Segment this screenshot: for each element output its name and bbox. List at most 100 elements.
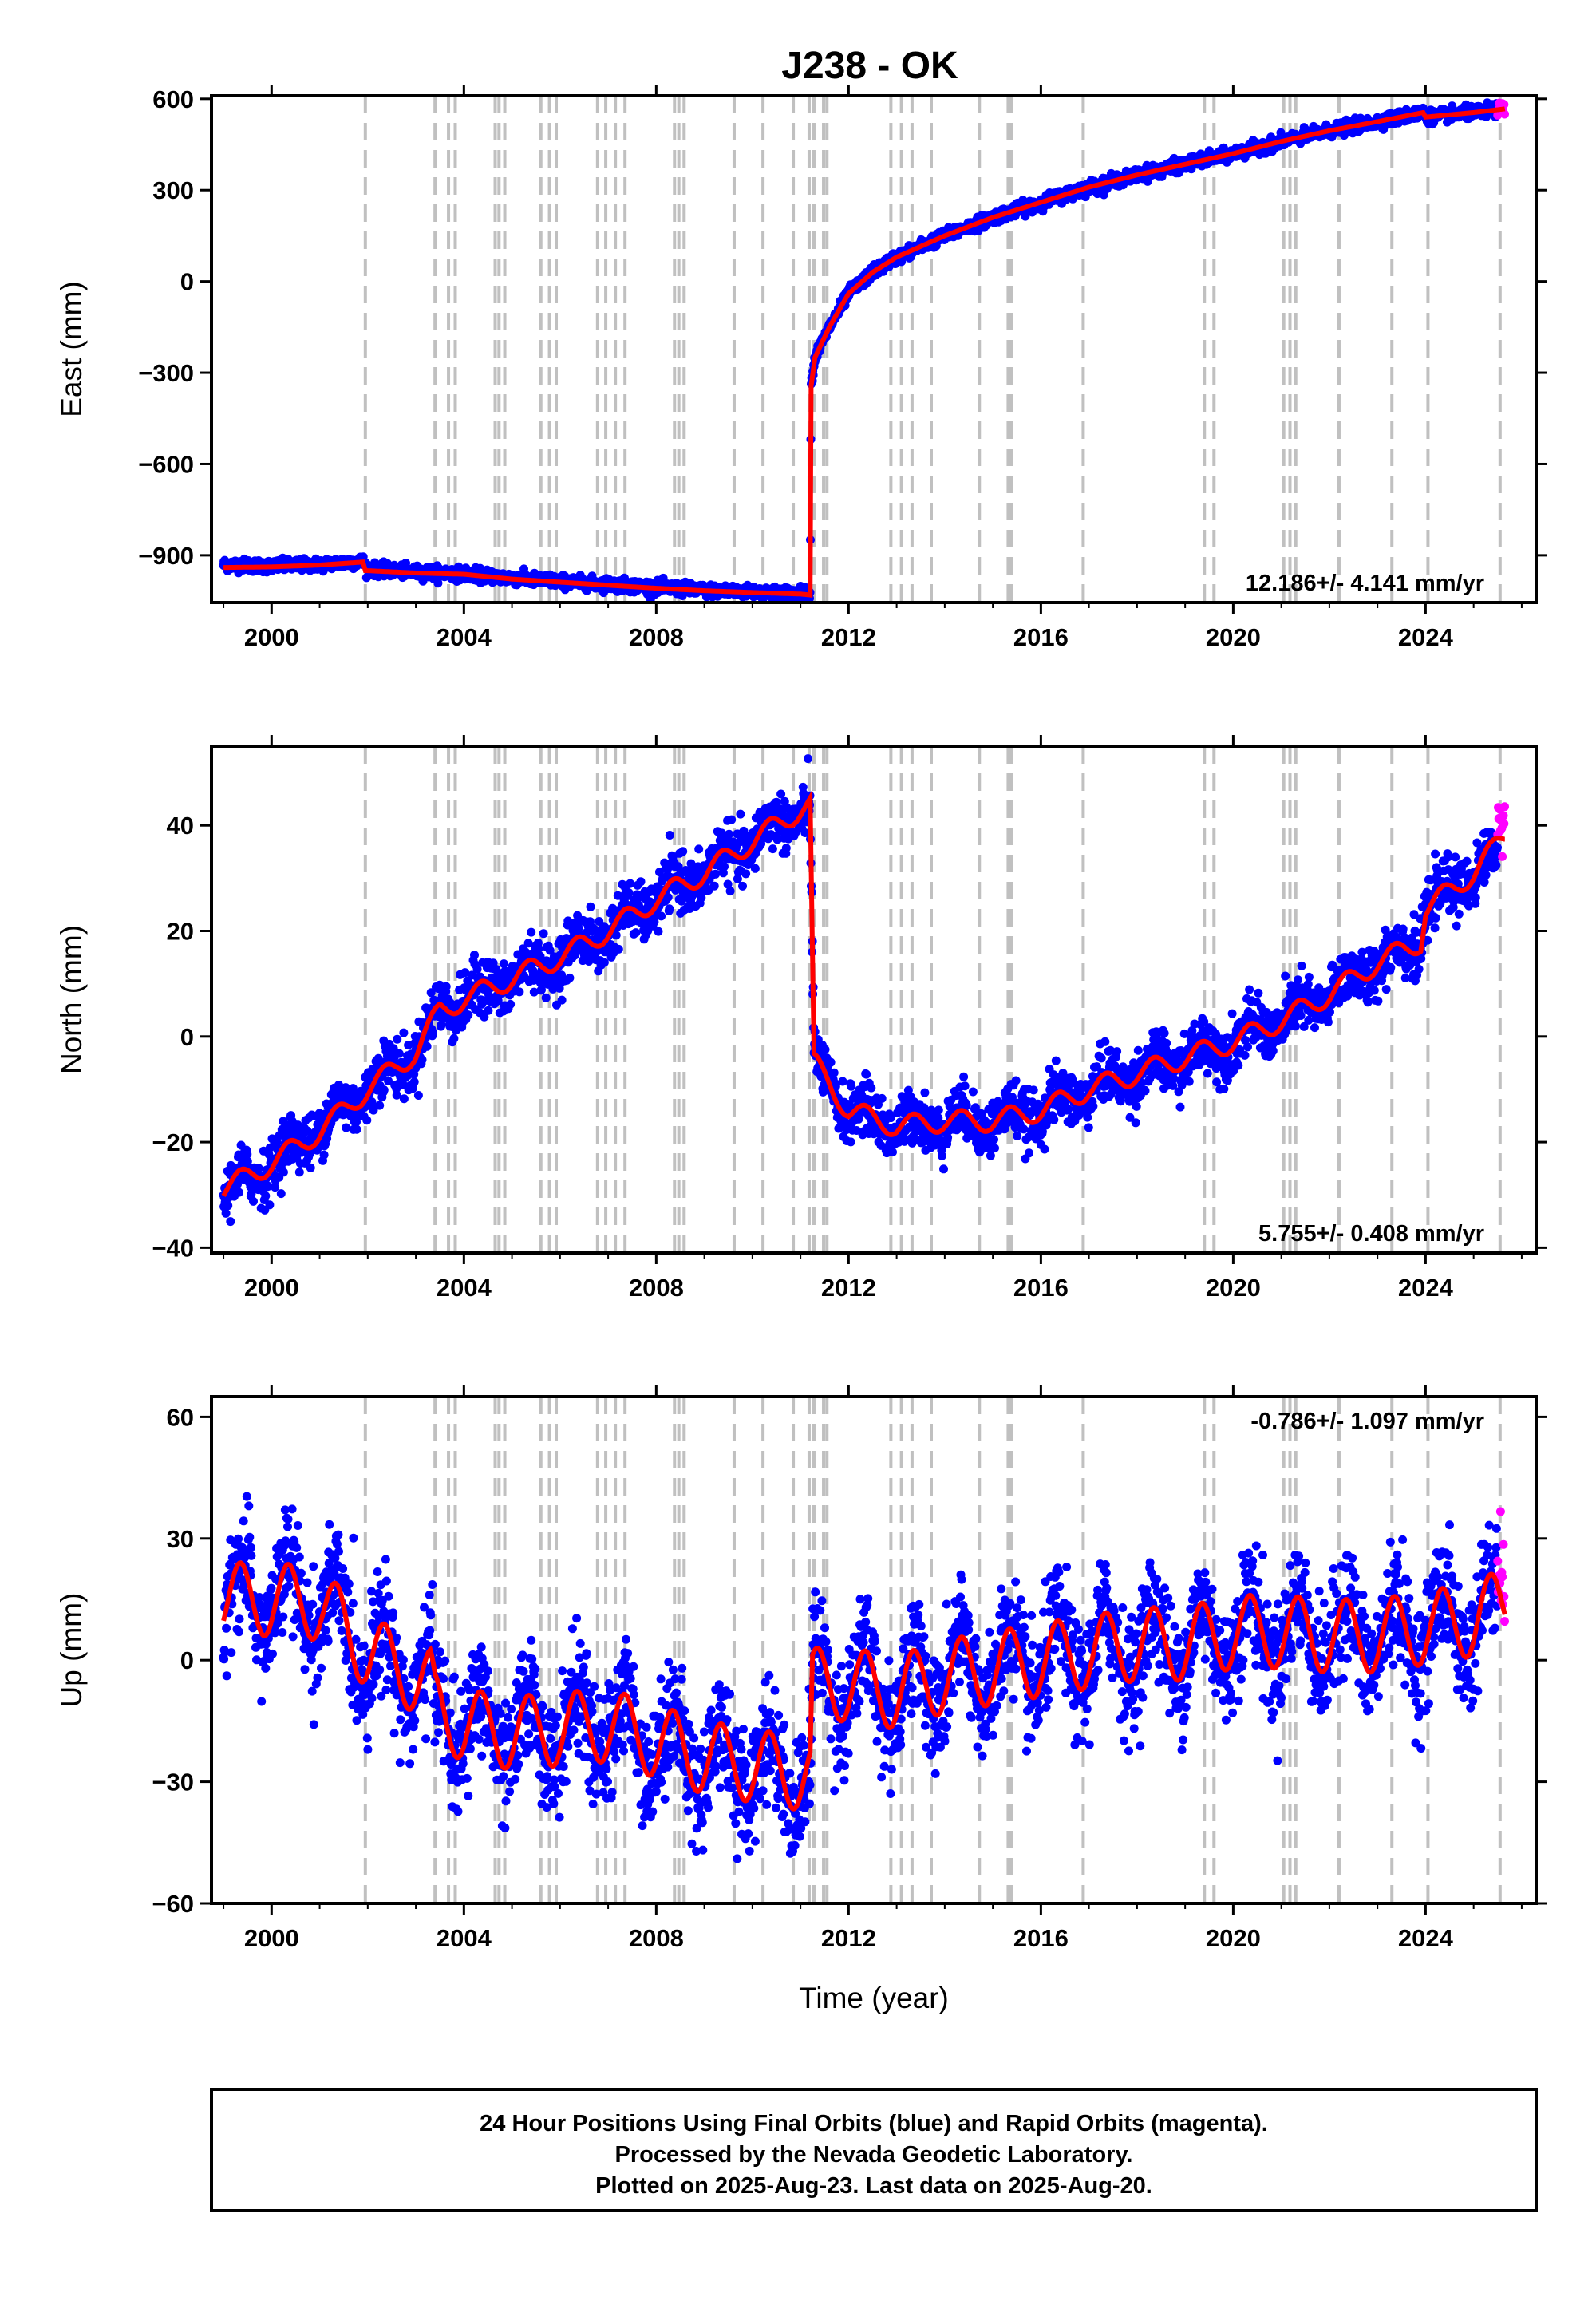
data-point: [352, 1124, 361, 1134]
data-point: [464, 1010, 473, 1020]
data-point: [375, 1101, 385, 1110]
data-point: [422, 1041, 432, 1051]
x-tick-label: 2008: [629, 623, 684, 651]
x-tick-label: 2024: [1398, 623, 1454, 651]
data-point: [846, 1137, 855, 1147]
x-tick-label: 2016: [1013, 623, 1069, 651]
north-panel: 2000 2004 2008 2012 2016 2020 2024−40−2002040N…: [55, 735, 1547, 1302]
data-point: [804, 754, 812, 764]
data-point: [665, 904, 674, 914]
y-tick-label: 600: [152, 85, 194, 113]
data-point: [399, 1094, 409, 1104]
data-point: [399, 1028, 409, 1037]
model-line: [223, 106, 1506, 599]
data-point: [741, 869, 751, 879]
data-point: [226, 1217, 235, 1227]
data-point: [279, 1168, 288, 1177]
data-point: [725, 887, 735, 896]
data-point: [738, 881, 747, 891]
x-tick-label: 2012: [821, 623, 876, 651]
data-point: [449, 1034, 459, 1043]
data-point: [441, 982, 451, 991]
data-point: [829, 1068, 839, 1077]
data-point: [657, 911, 666, 921]
data-point: [867, 1083, 876, 1093]
data-point: [534, 944, 543, 954]
y-tick-label: −300: [138, 359, 194, 387]
data-point: [678, 847, 688, 856]
y-tick-label: −900: [138, 542, 194, 570]
data-point: [342, 1123, 351, 1132]
data-point: [261, 1192, 271, 1200]
data-point: [379, 1085, 389, 1095]
chart-title: J238 - OK: [781, 45, 958, 87]
y-tick-label: −600: [138, 450, 194, 478]
data-point: [838, 1077, 847, 1086]
data-point: [265, 1200, 275, 1210]
x-tick-label: 2004: [437, 623, 492, 651]
data-point: [614, 944, 623, 954]
data-point: [515, 987, 524, 997]
data-point: [736, 809, 745, 819]
data-point: [781, 844, 791, 853]
data-point: [665, 831, 674, 840]
data-point: [541, 993, 551, 1002]
data-point: [663, 892, 673, 902]
data-point: [306, 1163, 315, 1172]
data-point: [254, 1164, 263, 1173]
data-point: [877, 1093, 887, 1103]
data-point: [417, 1055, 427, 1065]
x-tick-label: 2000: [244, 623, 299, 651]
rate-label: 12.186+/- 4.141 mm/yr: [1246, 571, 1484, 596]
x-tick-label: 2020: [1206, 623, 1261, 651]
data-point: [557, 995, 567, 1005]
data-point: [294, 1168, 304, 1177]
data-point: [888, 1148, 897, 1157]
data-points: [219, 754, 1509, 1227]
data-point: [599, 958, 609, 967]
east-panel: 2000 2004 2008 2012 2016 2020 2024 −900 −600 −300…: [55, 85, 1547, 651]
data-point: [862, 1069, 871, 1079]
data-point: [768, 844, 777, 854]
data-point: [565, 973, 575, 982]
data-point: [249, 1196, 258, 1206]
data-point: [720, 862, 729, 871]
data-point: [221, 1208, 231, 1218]
data-point: [847, 1081, 856, 1091]
data-point: [484, 1006, 493, 1015]
data-point: [276, 1189, 286, 1199]
data-point: [694, 844, 704, 854]
data-point: [654, 927, 663, 936]
y-tick-label: 300: [152, 176, 194, 204]
data-point: [428, 1028, 437, 1037]
y-axis-title: East (mm): [55, 281, 88, 417]
data-point: [409, 1077, 419, 1087]
data-point: [413, 1091, 423, 1100]
data-point: [223, 1201, 233, 1211]
data-point: [499, 959, 508, 969]
data-points: [219, 98, 1509, 603]
data-point: [470, 951, 479, 960]
data-point: [235, 1188, 243, 1197]
data-point: [506, 999, 516, 1009]
data-point: [362, 1116, 372, 1125]
data-point: [631, 928, 641, 938]
data-point: [820, 1045, 830, 1054]
data-point: [319, 1150, 329, 1160]
data-point: [626, 879, 635, 888]
data-point: [393, 1034, 402, 1044]
data-point: [636, 877, 646, 887]
data-point: [826, 1057, 836, 1067]
data-point: [586, 902, 595, 911]
event-lines: [363, 96, 1502, 603]
y-tick-label: 0: [180, 268, 194, 296]
data-point: [750, 864, 760, 873]
data-point: [394, 1049, 404, 1058]
data-point: [725, 829, 734, 839]
data-point: [539, 929, 548, 939]
data-point: [727, 815, 737, 824]
data-point: [527, 927, 536, 937]
data-point: [711, 869, 721, 879]
data-point: [624, 888, 634, 898]
